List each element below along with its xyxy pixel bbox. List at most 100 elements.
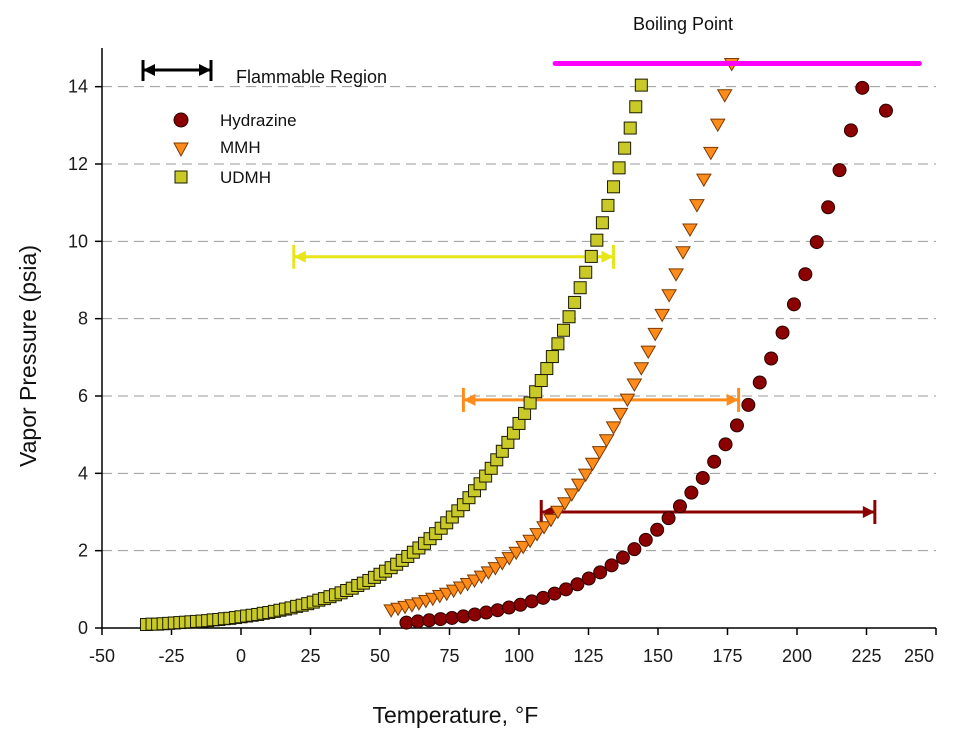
data-point (543, 513, 559, 528)
y-tick-label: 2 (78, 541, 88, 561)
data-point (684, 485, 699, 500)
legend: Hydrazine MMH UDMH (173, 111, 297, 187)
data-point (672, 499, 687, 514)
x-tick-label: 200 (782, 646, 812, 666)
data-point (473, 570, 490, 585)
data-point (568, 295, 582, 309)
x-axis-unit: °F (515, 702, 538, 728)
data-point (570, 577, 585, 592)
data-point (501, 600, 516, 615)
data-point (480, 566, 497, 580)
legend-marker-udmh (174, 170, 188, 184)
data-point (501, 552, 518, 566)
data-point (563, 488, 580, 502)
data-point (579, 265, 593, 279)
data-point (508, 546, 525, 561)
data-point (878, 103, 893, 118)
legend-marker-mmh (173, 142, 189, 158)
data-point (581, 571, 596, 586)
x-tick-label: 125 (573, 646, 603, 666)
range-arrowhead (862, 506, 875, 518)
flammable-region-key: Flammable Region (141, 60, 387, 87)
range-arrowhead (601, 250, 614, 263)
x-axis-title: Temperature, (372, 702, 508, 728)
data-point (647, 327, 664, 342)
data-point (598, 434, 615, 448)
data-point (615, 550, 630, 565)
flammable-ranges (292, 244, 877, 524)
data-point (682, 223, 698, 237)
data-point (855, 80, 870, 95)
data-point (494, 557, 511, 571)
data-point (633, 362, 650, 376)
range-arrowhead (293, 250, 306, 263)
data-point (558, 582, 573, 597)
data-point (605, 421, 622, 435)
data-point (786, 297, 801, 312)
series-udmh (139, 78, 648, 632)
series-mmh (383, 57, 740, 618)
data-point (716, 89, 733, 103)
data-point (709, 118, 726, 133)
data-point (612, 407, 629, 422)
y-tick-label: 14 (68, 77, 88, 97)
data-point (556, 497, 573, 511)
data-point (752, 375, 767, 390)
range-arrowhead (463, 393, 476, 406)
x-tick-label: 250 (904, 646, 934, 666)
flammable-range-arrow (539, 500, 877, 524)
data-point (573, 281, 587, 295)
data-point (629, 100, 643, 114)
data-point (556, 323, 570, 337)
gridlines (102, 86, 936, 552)
legend-label-mmh: MMH (220, 138, 261, 157)
series-hydrazine (399, 80, 893, 630)
data-point (843, 123, 858, 138)
data-point (523, 396, 537, 410)
data-point (601, 198, 615, 212)
data-point (562, 310, 576, 324)
data-point (529, 528, 545, 542)
data-point (623, 121, 637, 135)
data-point (591, 446, 608, 460)
y-tick-label: 4 (78, 463, 88, 483)
data-point (619, 393, 636, 408)
data-point (584, 457, 601, 472)
boiling-point-label: Boiling Point (633, 14, 733, 34)
data-point (604, 558, 619, 573)
data-point (584, 249, 598, 263)
y-tick-label: 0 (78, 618, 88, 638)
y-tick-label: 10 (68, 231, 88, 251)
legend-marker-hydrazine (173, 112, 189, 128)
data-point (490, 603, 505, 618)
data-point (445, 610, 460, 625)
data-point (832, 163, 847, 178)
y-tick-label: 6 (78, 386, 88, 406)
x-tick-label: 100 (504, 646, 534, 666)
data-point (638, 532, 653, 547)
data-point (551, 337, 565, 351)
data-point (707, 454, 722, 469)
data-point (695, 470, 710, 485)
data-point (612, 161, 626, 175)
data-point (668, 268, 684, 282)
data-point (689, 199, 705, 213)
data-point (741, 397, 756, 412)
data-point (479, 605, 494, 620)
flammable-range-arrow (292, 244, 616, 269)
data-point (764, 351, 779, 366)
data-point (695, 173, 712, 188)
data-point (821, 200, 836, 215)
data-point (467, 607, 482, 622)
x-tick-label: -50 (89, 646, 115, 666)
data-point (590, 233, 604, 247)
x-tick-label: 50 (370, 646, 390, 666)
data-point (522, 534, 538, 549)
data-point (515, 540, 532, 555)
data-point (607, 180, 621, 194)
data-point (661, 511, 676, 526)
data-point (718, 437, 733, 452)
data-point (654, 308, 671, 323)
data-point (702, 146, 719, 161)
